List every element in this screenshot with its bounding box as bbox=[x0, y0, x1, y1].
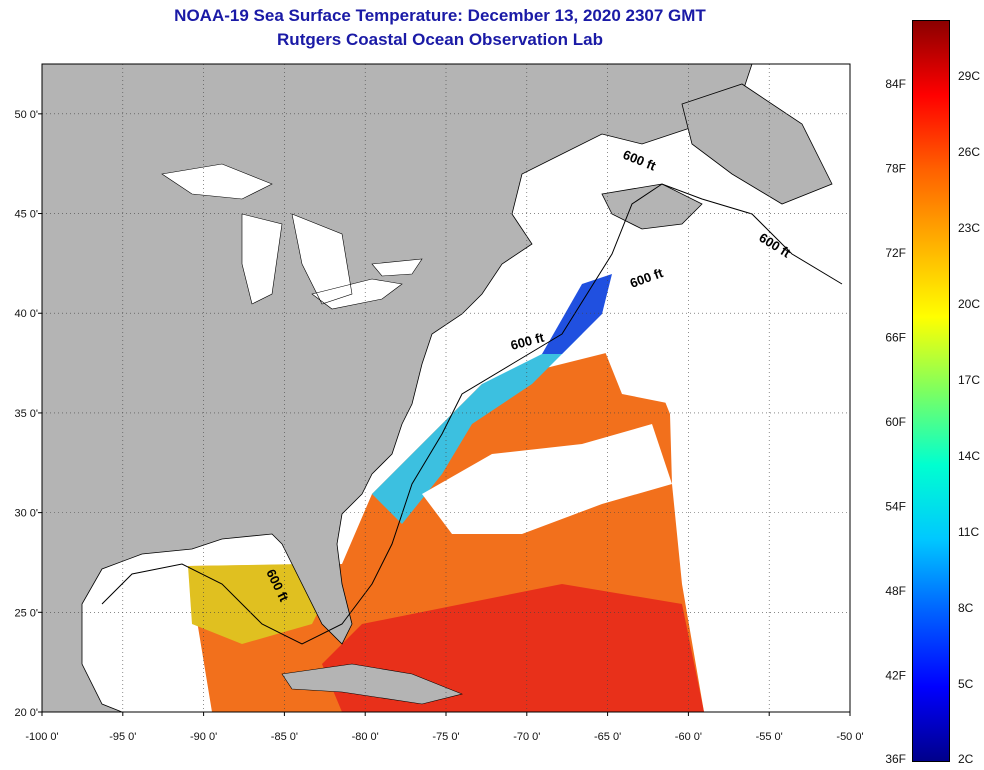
colorbar-fahrenheit-label: 48F bbox=[885, 584, 906, 598]
lon-tick-label: -60 0' bbox=[675, 731, 702, 743]
colorbar-fahrenheit-label: 72F bbox=[885, 246, 906, 260]
isobath-label: 600 ft bbox=[263, 567, 292, 605]
isobath-label: 600 ft bbox=[509, 329, 546, 352]
lon-tick-label: -50 0' bbox=[836, 731, 863, 743]
colorbar-celsius-label: 5C bbox=[958, 677, 974, 691]
sst-swath-mild bbox=[188, 564, 332, 644]
colorbar-fahrenheit-label: 84F bbox=[885, 77, 906, 91]
map-title: NOAA-19 Sea Surface Temperature: Decembe… bbox=[174, 6, 706, 25]
lat-tick-label: 35 0' bbox=[14, 408, 38, 420]
lat-tick-label: 25 0' bbox=[14, 607, 38, 619]
lon-tick-label: -55 0' bbox=[756, 731, 783, 743]
isobath-600ft bbox=[101, 183, 843, 645]
colorbar-fahrenheit-label: 36F bbox=[885, 752, 906, 766]
colorbar-fahrenheit-label: 66F bbox=[885, 331, 906, 345]
cloud-patch bbox=[422, 424, 672, 534]
great-lakes bbox=[161, 163, 423, 310]
graticule bbox=[41, 64, 851, 713]
lat-tick-label: 45 0' bbox=[14, 209, 38, 221]
caribbean-land bbox=[281, 663, 463, 705]
colorbar-celsius-label: 11C bbox=[958, 525, 979, 539]
lon-tick-label: -90 0' bbox=[190, 731, 217, 743]
lat-tick-label: 20 0' bbox=[14, 707, 38, 719]
colorbar-fahrenheit-label: 54F bbox=[885, 500, 906, 514]
isobath-labels: 600 ft 600 ft 600 ft 600 ft 600 ft bbox=[263, 147, 793, 605]
cloud-patch bbox=[602, 334, 672, 404]
map-subtitle: Rutgers Coastal Ocean Observation Lab bbox=[277, 30, 603, 49]
colorbar-celsius-label: 20C bbox=[958, 297, 980, 311]
lat-tick-label: 30 0' bbox=[14, 508, 38, 520]
land-mass bbox=[42, 64, 753, 712]
lon-tick-label: -70 0' bbox=[513, 731, 540, 743]
latitude-ticks: 20 0' 25 0' 30 0' 35 0' 40 0' 45 0' 50 0' bbox=[14, 109, 42, 719]
colorbar-celsius-label: 14C bbox=[958, 449, 980, 463]
lat-tick-label: 40 0' bbox=[14, 308, 38, 320]
colorbar-fahrenheit-label: 60F bbox=[885, 415, 906, 429]
sst-swath-cold bbox=[542, 274, 612, 354]
colorbar-celsius-label: 8C bbox=[958, 601, 974, 615]
isobath-label: 600 ft bbox=[756, 230, 793, 261]
lon-tick-label: -85 0' bbox=[271, 731, 298, 743]
colorbar-celsius-label: 17C bbox=[958, 373, 980, 387]
longitude-ticks: -100 0' -95 0' -90 0' -85 0' -80 0' -75 0' -70… bbox=[25, 712, 864, 743]
lon-tick-label: -80 0' bbox=[352, 731, 379, 743]
colorbar-fahrenheit-label: 78F bbox=[885, 162, 906, 176]
lon-tick-label: -95 0' bbox=[109, 731, 136, 743]
isobath-label: 600 ft bbox=[621, 147, 659, 174]
lon-tick-label: -75 0' bbox=[432, 731, 459, 743]
colorbar-celsius-label: 2C bbox=[958, 752, 974, 766]
isobath-label: 600 ft bbox=[628, 265, 666, 291]
temperature-colorbar bbox=[912, 20, 950, 762]
lat-tick-label: 50 0' bbox=[14, 109, 38, 121]
colorbar-celsius-label: 23C bbox=[958, 221, 980, 235]
colorbar-celsius-label: 26C bbox=[958, 145, 980, 159]
colorbar-labels: 36F 42F 48F 54F 60F 66F 72F 78F 84F 2C 5C 8C 11C 14C 1… bbox=[885, 69, 980, 766]
lon-tick-label: -100 0' bbox=[25, 731, 58, 743]
lon-tick-label: -65 0' bbox=[594, 731, 621, 743]
colorbar-celsius-label: 29C bbox=[958, 69, 980, 83]
colorbar-fahrenheit-label: 42F bbox=[885, 669, 906, 683]
